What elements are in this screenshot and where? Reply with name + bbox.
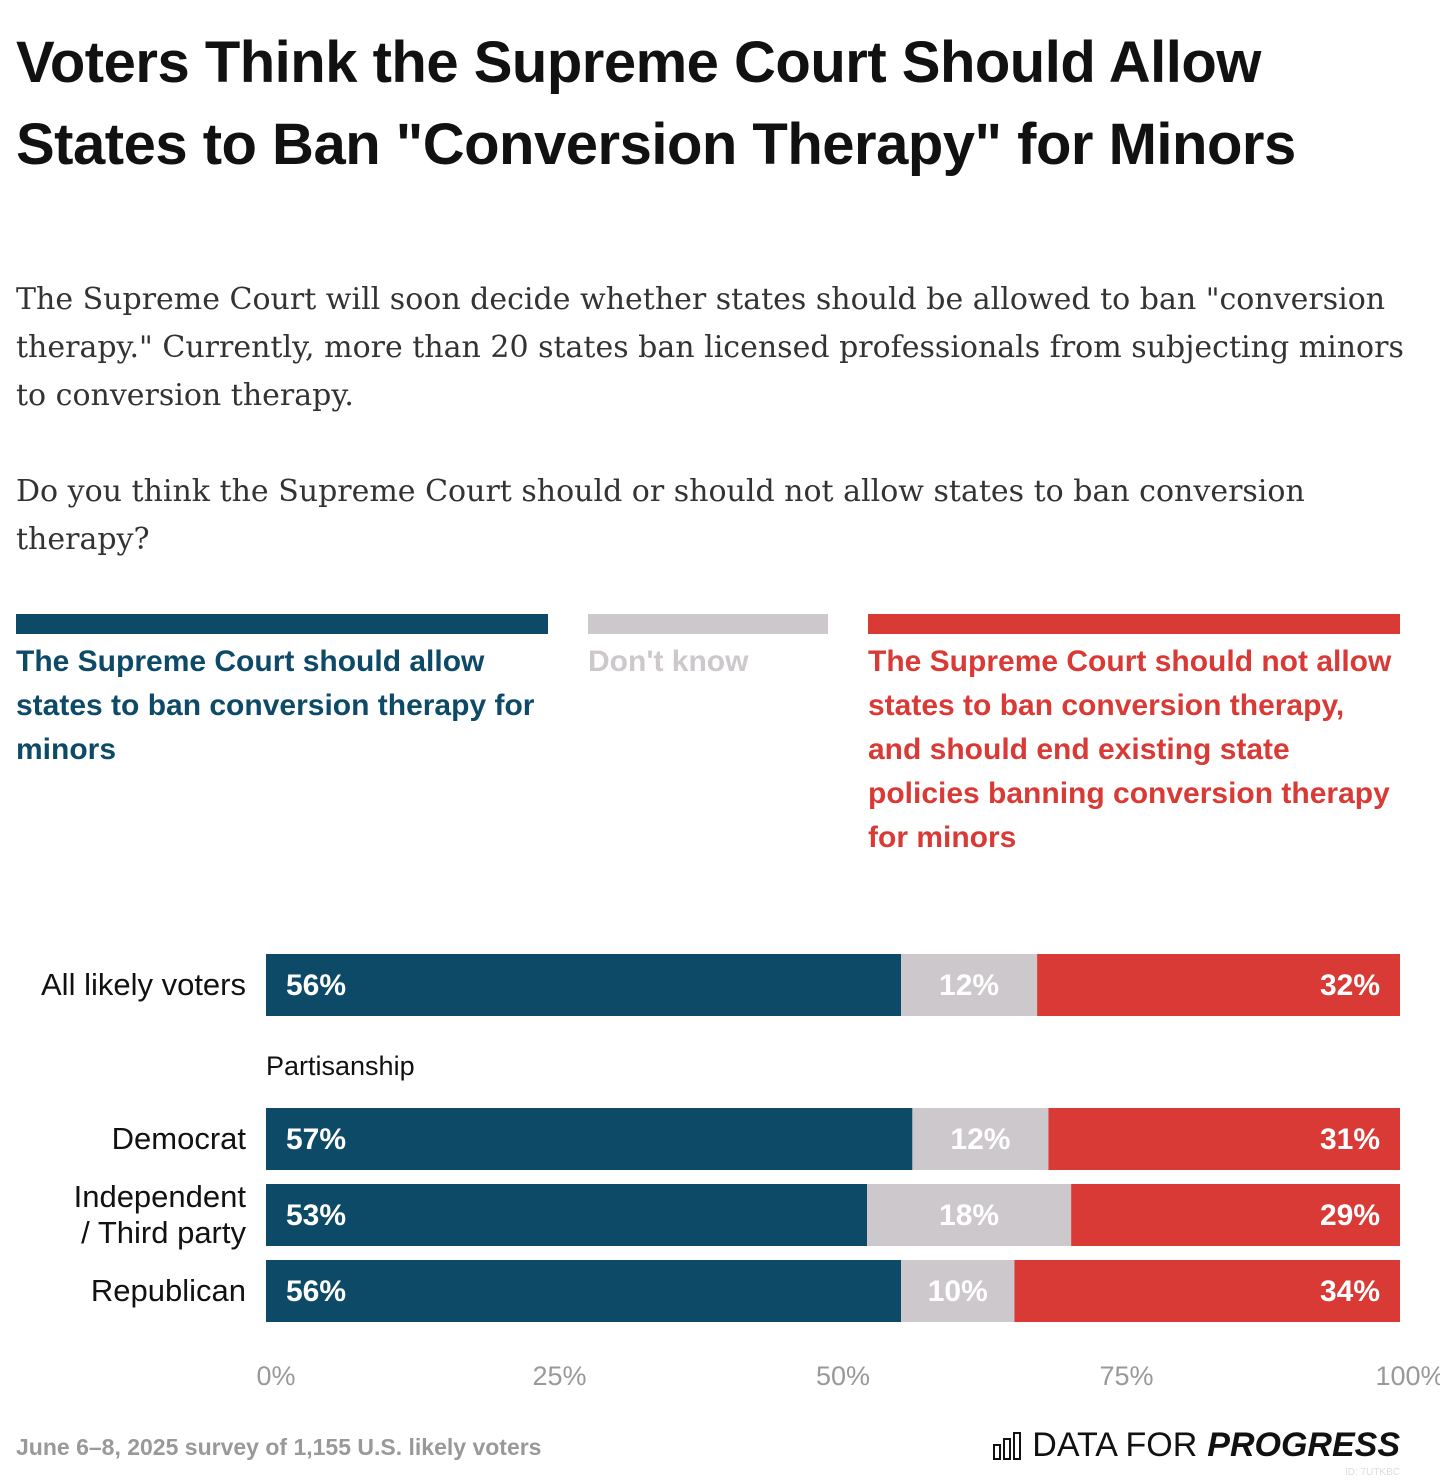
value-label: 34%: [1320, 1275, 1380, 1308]
legend-label: Don't know: [588, 645, 749, 678]
category-label: Independent / Third party: [73, 1179, 246, 1250]
x-tick-label: 25%: [532, 1361, 586, 1391]
bar-segment: [901, 954, 1038, 1016]
x-tick-label: 75%: [1099, 1361, 1153, 1391]
legend-item: The Supreme Court should not allow state…: [868, 614, 1400, 860]
value-label: 56%: [286, 1275, 346, 1308]
value-label: 53%: [286, 1199, 346, 1232]
x-tick-label: 0%: [256, 1361, 295, 1391]
value-label: 12%: [939, 969, 999, 1002]
legend-swatch: [16, 614, 548, 634]
value-label: 12%: [950, 1123, 1010, 1156]
footnote: June 6–8, 2025 survey of 1,155 U.S. like…: [16, 1434, 542, 1460]
legend-swatch: [588, 614, 828, 634]
bar-segment: [266, 1184, 868, 1246]
value-label: 29%: [1320, 1199, 1380, 1232]
bar-segment: [266, 1108, 913, 1170]
legend-swatch: [868, 614, 1400, 634]
bar-segment: [1037, 954, 1400, 1016]
value-label: 56%: [286, 969, 346, 1002]
subtitle: The Supreme Court will soon decide wheth…: [16, 276, 1406, 612]
legend-label: The Supreme Court should not allow state…: [868, 645, 1392, 854]
brand-light: DATA FOR: [1032, 1426, 1198, 1464]
value-label: 31%: [1320, 1123, 1380, 1156]
legend-label: The Supreme Court should allow states to…: [16, 645, 535, 766]
legend-item: The Supreme Court should allow states to…: [16, 614, 548, 772]
subtitle-paragraph: The Supreme Court will soon decide wheth…: [16, 282, 1404, 413]
category-label: Democrat: [111, 1121, 246, 1156]
subtitle-paragraph: Do you think the Supreme Court should or…: [16, 474, 1305, 557]
bar-segment: [1048, 1108, 1400, 1170]
brand-icon: [993, 1431, 1022, 1460]
value-label: 32%: [1320, 969, 1380, 1002]
x-tick-label: 50%: [816, 1361, 870, 1391]
bar-segment: [1071, 1184, 1400, 1246]
id-label: ID: 7UTKBC: [1344, 1467, 1400, 1478]
bar-segment: [901, 1260, 1015, 1322]
brand: DATA FOR PROGRESS: [992, 1426, 1400, 1465]
x-tick-label: 100%: [1375, 1361, 1440, 1391]
chart-title: Voters Think the Supreme Court Should Al…: [16, 30, 1296, 177]
value-label: 57%: [286, 1123, 346, 1156]
value-label: 18%: [939, 1199, 999, 1232]
bar-segment: [1014, 1260, 1400, 1322]
category-label: All likely voters: [41, 967, 246, 1002]
bar-segment: [867, 1184, 1072, 1246]
bar-segment: [912, 1108, 1049, 1170]
value-label: 10%: [928, 1275, 988, 1308]
legend-item: Don't know: [588, 614, 828, 684]
group-label: Partisanship: [266, 1051, 415, 1081]
bar-segment: [266, 954, 902, 1016]
category-label: Republican: [90, 1273, 246, 1308]
brand-bold: PROGRESS: [1207, 1426, 1400, 1464]
bar-segment: [266, 1260, 902, 1322]
